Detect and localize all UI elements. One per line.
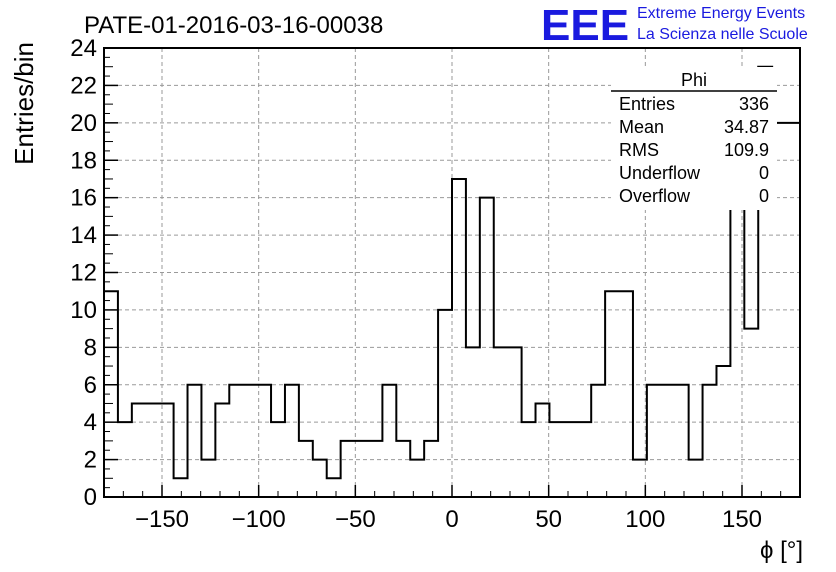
histogram-bin [480, 198, 494, 497]
histogram-bin [703, 385, 717, 497]
histogram-bin [563, 422, 577, 497]
histogram-bin [605, 291, 619, 497]
histogram-bin [341, 441, 355, 497]
histogram-bin [410, 460, 424, 497]
y-axis-label: Entries/bin [9, 42, 39, 165]
histogram-outline [103, 65, 800, 497]
stats-row-label: Overflow [619, 186, 691, 206]
y-tick-label: 18 [70, 147, 97, 174]
y-tick-label: 4 [84, 409, 97, 436]
histogram-series [103, 65, 800, 497]
histogram-bin [146, 403, 160, 497]
x-tick-label: −100 [232, 506, 286, 533]
histogram-bin [118, 422, 132, 497]
histogram-bin [647, 385, 661, 497]
stats-row-label: RMS [619, 140, 659, 160]
brand-line-1: Extreme Energy Events [637, 5, 805, 22]
x-tick-label: 150 [722, 506, 762, 533]
histogram-bin [619, 291, 633, 497]
brand-line-2: La Scienza nelle Scuole [637, 26, 808, 43]
histogram-bin [229, 385, 243, 497]
stats-rows: Entries 336 Mean 34.87 RMS 109.9 Underflow 0 Ove… [619, 94, 769, 206]
y-tick-label: 22 [70, 72, 97, 99]
histogram-bin [549, 422, 563, 497]
y-tick-label: 14 [70, 222, 97, 249]
histogram-bin [536, 403, 550, 497]
y-tick-label: 10 [70, 297, 97, 324]
histogram-bin [313, 460, 327, 497]
stats-row-value: 0 [759, 163, 769, 183]
y-tick-label: 20 [70, 110, 97, 137]
histogram-bin [591, 385, 605, 497]
histogram-bin [452, 179, 466, 497]
histogram-bin [522, 422, 536, 497]
x-axis: −150 −100 −50 0 50 100 150 [122, 485, 782, 533]
histogram-bin [188, 385, 202, 497]
x-tick-label: −50 [335, 506, 376, 533]
histogram-bin [396, 441, 410, 497]
histogram-bin [689, 460, 703, 497]
stats-row-value: 34.87 [724, 117, 769, 137]
chart-title: PATE-01-2016-03-16-00038 [84, 12, 383, 39]
stats-row-label: Mean [619, 117, 664, 137]
y-tick-label: 0 [84, 484, 97, 511]
stats-row-label: Entries [619, 94, 675, 114]
histogram-bin [716, 366, 730, 497]
histogram-bin [299, 441, 313, 497]
histogram-bin [243, 385, 257, 497]
stats-row-label: Underflow [619, 163, 701, 183]
y-tick-label: 24 [70, 35, 97, 62]
histogram-bin [355, 441, 369, 497]
histogram-bin [508, 347, 522, 497]
histogram-bin [438, 310, 452, 497]
y-tick-label: 8 [84, 334, 97, 361]
histogram-bin [271, 422, 285, 497]
x-axis-label: ϕ [°] [760, 537, 803, 564]
eee-logo-text: EEE [541, 1, 629, 50]
stats-box: Phi Entries 336 Mean 34.87 RMS 109.9 Underflow… [611, 67, 777, 210]
stats-row-value: 336 [739, 94, 769, 114]
histogram-bin [327, 478, 341, 497]
y-tick-label: 2 [84, 447, 97, 474]
histogram-bin [577, 422, 591, 497]
histogram-bin [257, 385, 271, 497]
x-tick-label: −150 [135, 506, 189, 533]
histogram-bin [285, 385, 299, 497]
y-tick-label: 12 [70, 260, 97, 287]
histogram-bin [466, 347, 480, 497]
histogram-bin [215, 403, 229, 497]
histogram-bin [661, 385, 675, 497]
stats-box-name: Phi [681, 70, 707, 90]
histogram-bin [382, 385, 396, 497]
histogram-bin [786, 123, 800, 497]
histogram-bin [730, 198, 744, 497]
x-tick-label: 0 [445, 506, 458, 533]
histogram-bin [160, 403, 174, 497]
histogram-bin [424, 441, 438, 497]
stats-row-value: 0 [759, 186, 769, 206]
x-tick-label: 100 [625, 506, 665, 533]
histogram-bin [174, 478, 188, 497]
eee-logo: EEE Extreme Energy Events La Scienza nel… [541, 1, 808, 50]
histogram-bin [675, 385, 689, 497]
x-tick-label: 50 [535, 506, 562, 533]
histogram-bin [201, 460, 215, 497]
histogram-bin [368, 441, 382, 497]
histogram-bin [744, 329, 758, 497]
histogram-bin [494, 347, 508, 497]
histogram-bin [132, 403, 146, 497]
stats-row-value: 109.9 [724, 140, 769, 160]
y-tick-label: 16 [70, 185, 97, 212]
y-tick-label: 6 [84, 372, 97, 399]
